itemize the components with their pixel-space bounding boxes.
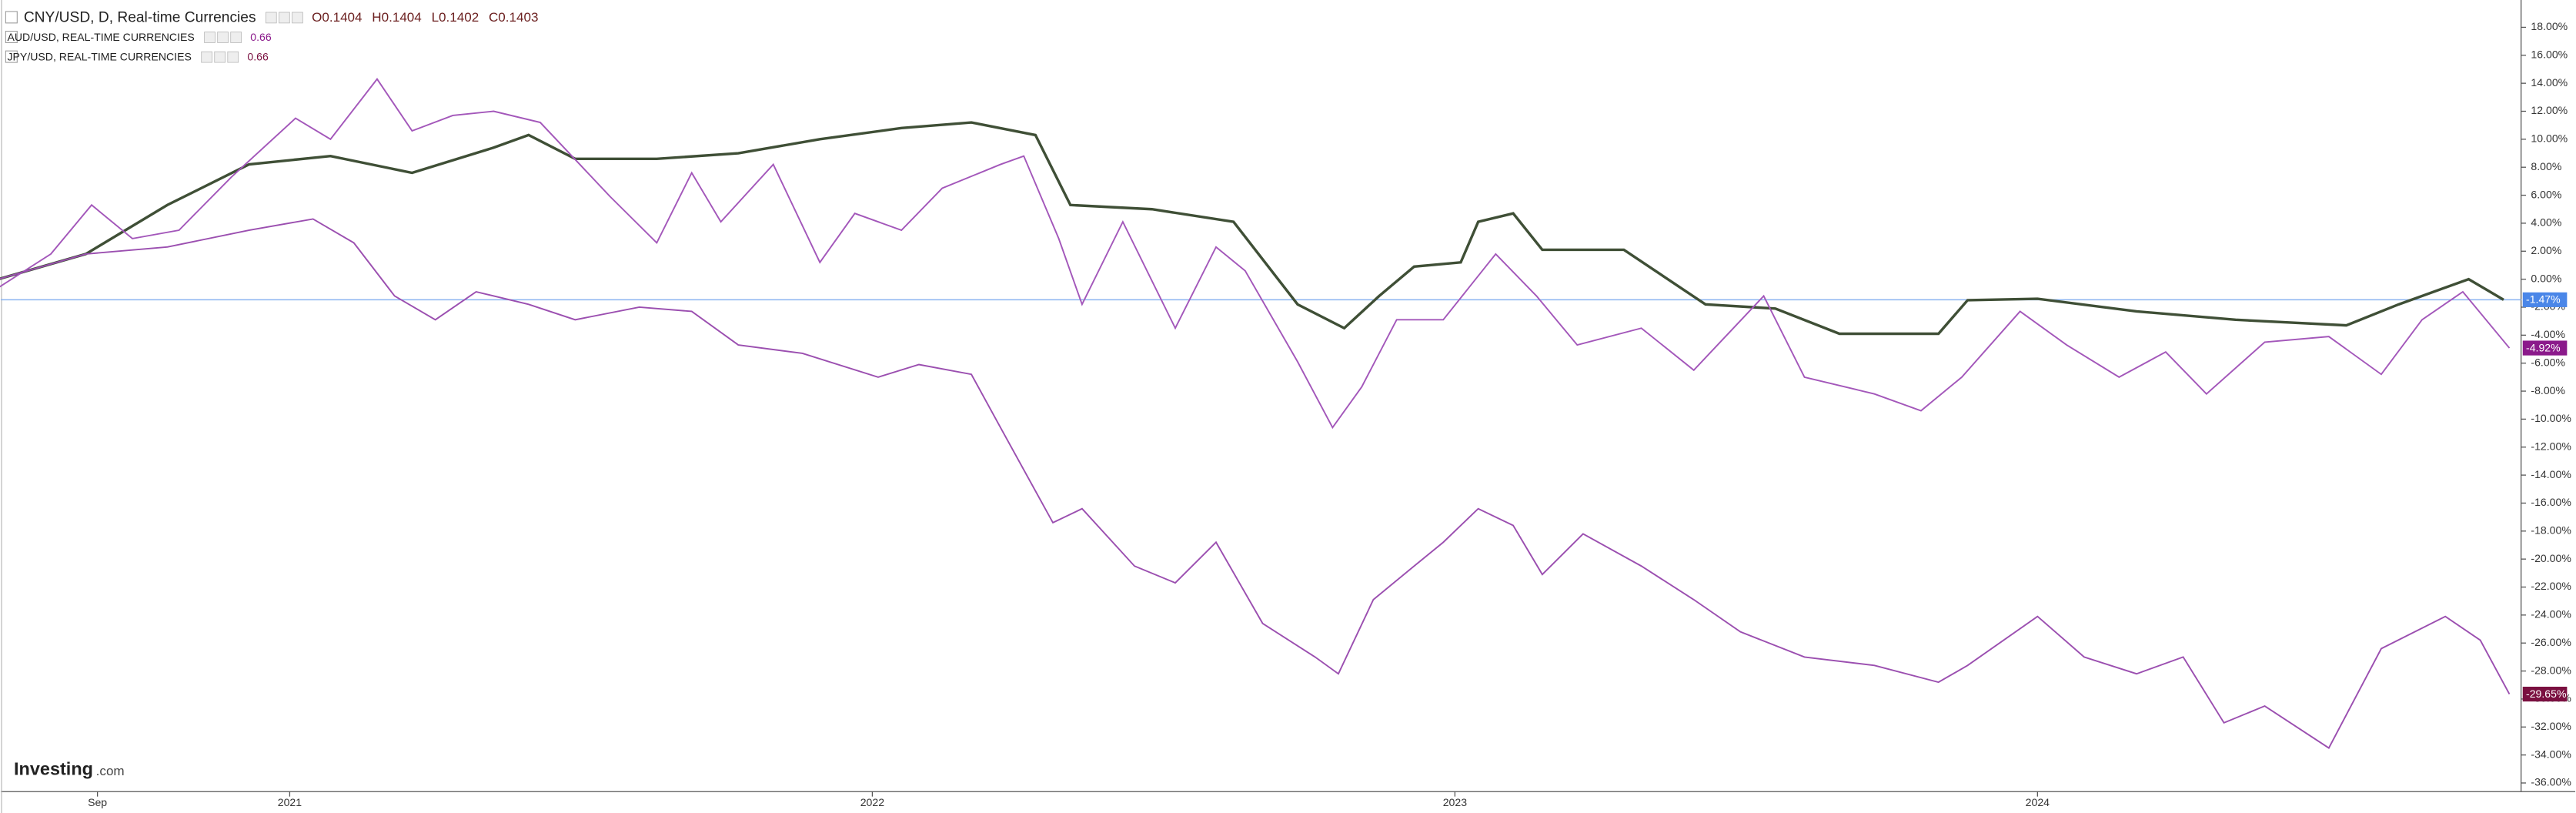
value-badge	[2522, 340, 2568, 356]
legend-name: JPY/USD, REAL-TIME CURRENCIES	[8, 50, 192, 62]
legend-button[interactable]	[214, 51, 226, 63]
y-tick-label: 8.00%	[2531, 160, 2561, 172]
legend-button[interactable]	[217, 32, 229, 43]
legend-button[interactable]	[292, 12, 303, 24]
series-line	[0, 121, 2504, 336]
y-tick-label: -36.00%	[2531, 776, 2571, 788]
legend-button[interactable]	[227, 51, 239, 63]
y-tick-label: 6.00%	[2531, 188, 2561, 200]
legend-ohlc: C0.1403	[489, 10, 538, 25]
value-label: -1.47%	[2526, 293, 2561, 306]
x-tick-label: 2024	[2026, 796, 2050, 808]
y-tick-label: -10.00%	[2531, 412, 2571, 424]
y-tick-label: 14.00%	[2531, 76, 2568, 89]
legend-button[interactable]	[201, 51, 212, 63]
series-line	[0, 78, 2511, 430]
x-tick-label: 2022	[860, 796, 884, 808]
legend-button[interactable]	[279, 12, 290, 24]
y-tick-label: -26.00%	[2531, 636, 2571, 648]
y-tick-label: -24.00%	[2531, 608, 2571, 621]
legend-toggle[interactable]	[5, 50, 18, 63]
y-tick-label: 12.00%	[2531, 104, 2568, 116]
y-tick-label: -4.00%	[2531, 328, 2565, 340]
legend-entry: JPY/USD, REAL-TIME CURRENCIES 0.66	[5, 50, 269, 63]
logo: Investing .com	[14, 759, 125, 779]
legend-ohlc: O0.1404	[312, 10, 362, 25]
y-tick-label: -6.00%	[2531, 356, 2565, 368]
legend-toggle[interactable]	[5, 31, 18, 43]
legend-button[interactable]	[230, 32, 242, 43]
y-tick-label: -32.00%	[2531, 720, 2571, 732]
y-tick-label: 18.00%	[2531, 20, 2568, 32]
legend-value: 0.66	[247, 50, 269, 62]
y-tick-label: -14.00%	[2531, 468, 2571, 480]
legend-name: AUD/USD, REAL-TIME CURRENCIES	[8, 31, 195, 43]
y-tick-label: -20.00%	[2531, 552, 2571, 564]
legend-button[interactable]	[265, 12, 277, 24]
x-tick-label: 2023	[1443, 796, 1467, 808]
legend-ohlc: L0.1402	[432, 10, 479, 25]
value-label: -29.65%	[2526, 688, 2567, 700]
value-badge	[2522, 686, 2568, 702]
legend-entry: CNY/USD, D, Real-time Currencies O0.1404 H…	[5, 10, 538, 26]
legend-button[interactable]	[204, 32, 216, 43]
legend-value: 0.66	[250, 31, 272, 43]
y-tick-label: -34.00%	[2531, 748, 2571, 760]
value-badge	[2522, 292, 2568, 307]
series-line	[0, 218, 2511, 749]
y-tick-label: -8.00%	[2531, 384, 2565, 396]
y-tick-label: 4.00%	[2531, 216, 2561, 229]
y-tick-label: 16.00%	[2531, 49, 2568, 61]
legend-entry: AUD/USD, REAL-TIME CURRENCIES 0.66	[5, 31, 272, 43]
y-tick-label: -28.00%	[2531, 664, 2571, 676]
logo-suffix: .com	[96, 764, 125, 778]
logo-text: Investing	[14, 759, 93, 779]
y-tick-label: -18.00%	[2531, 524, 2571, 537]
y-tick-label: -12.00%	[2531, 440, 2571, 452]
legend-name: CNY/USD, D, Real-time Currencies	[24, 10, 256, 26]
y-tick-label: -16.00%	[2531, 496, 2571, 508]
y-tick-label: -22.00%	[2531, 580, 2571, 592]
legend-toggle[interactable]	[5, 11, 18, 24]
legend-ohlc: H0.1404	[372, 10, 421, 25]
value-label: -4.92%	[2526, 341, 2561, 353]
y-tick-label: 10.00%	[2531, 132, 2568, 145]
x-tick-label: 2021	[278, 796, 302, 808]
y-tick-label: 0.00%	[2531, 272, 2561, 284]
y-tick-label: 2.00%	[2531, 244, 2561, 256]
x-tick-label: Sep	[88, 796, 107, 808]
